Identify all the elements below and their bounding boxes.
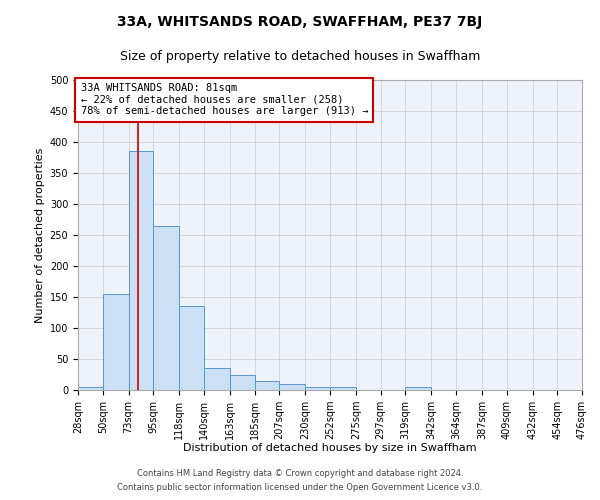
Bar [204,368,230,390]
Text: 33A, WHITSANDS ROAD, SWAFFHAM, PE37 7BJ: 33A, WHITSANDS ROAD, SWAFFHAM, PE37 7BJ [118,15,482,29]
Bar [230,374,254,390]
Bar [280,384,305,390]
Text: Contains HM Land Registry data © Crown copyright and database right 2024.: Contains HM Land Registry data © Crown c… [137,468,463,477]
Bar [330,387,356,390]
Bar [103,294,128,390]
X-axis label: Distribution of detached houses by size in Swaffham: Distribution of detached houses by size … [183,444,477,454]
Y-axis label: Number of detached properties: Number of detached properties [35,148,46,322]
Bar [179,306,204,390]
Text: Size of property relative to detached houses in Swaffham: Size of property relative to detached ho… [120,50,480,63]
Text: Contains public sector information licensed under the Open Government Licence v3: Contains public sector information licen… [118,484,482,492]
Bar [128,152,154,390]
Bar [254,380,280,390]
Bar [154,226,179,390]
Bar [305,387,330,390]
Text: 33A WHITSANDS ROAD: 81sqm
← 22% of detached houses are smaller (258)
78% of semi: 33A WHITSANDS ROAD: 81sqm ← 22% of detac… [80,83,368,116]
Bar [406,387,431,390]
Bar [78,387,103,390]
